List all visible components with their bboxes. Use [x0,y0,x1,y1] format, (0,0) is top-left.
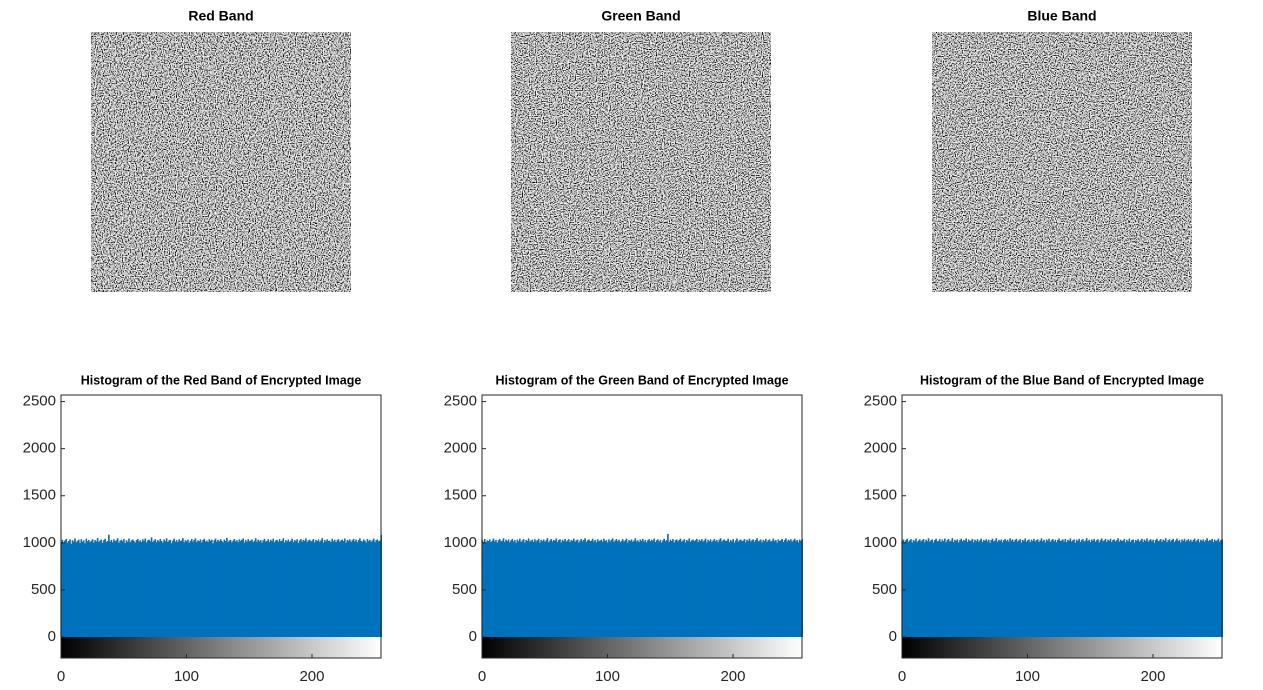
colorbar [482,637,802,658]
y-tick-label: 2000 [23,440,56,457]
image-title: Red Band [188,8,253,24]
noise-image [91,32,351,292]
y-tick-label: 1500 [864,487,897,504]
noise-image [511,32,771,292]
y-tick-label: 0 [889,628,897,645]
y-tick-label: 2500 [864,393,897,410]
x-tick-label: 0 [478,668,486,685]
bars [901,538,1223,637]
x-tick-label: 200 [720,668,745,685]
y-tick-label: 500 [872,581,897,598]
image-title: Blue Band [1027,8,1096,24]
x-tick-label: 100 [174,668,199,685]
x-tick-label: 100 [1015,668,1040,685]
bars [60,535,382,637]
y-tick-label: 2500 [444,393,477,410]
y-tick-label: 2500 [23,393,56,410]
y-tick-label: 0 [469,628,477,645]
y-tick-label: 1000 [864,534,897,551]
figure: Red Band Green Band Blue Band Histogram of … [0,0,1263,690]
chart-title: Histogram of the Red Band of Encrypted I… [81,373,362,387]
x-tick-label: 200 [1140,668,1165,685]
x-tick-label: 0 [898,668,906,685]
chart-title: Histogram of the Blue Band of Encrypted … [920,373,1204,387]
y-tick-label: 2000 [444,440,477,457]
x-tick-label: 200 [299,668,324,685]
y-tick-label: 500 [31,581,56,598]
x-tick-label: 100 [595,668,620,685]
bars [481,534,803,637]
y-tick-label: 2000 [864,440,897,457]
colorbar [902,637,1222,658]
y-tick-label: 1000 [444,534,477,551]
chart-title: Histogram of the Green Band of Encrypted… [495,373,788,387]
y-tick-label: 1500 [23,487,56,504]
y-tick-label: 1000 [23,534,56,551]
x-tick-label: 0 [57,668,65,685]
y-tick-label: 500 [452,581,477,598]
y-tick-label: 1500 [444,487,477,504]
image-title: Green Band [601,8,680,24]
colorbar [61,637,381,658]
y-tick-label: 0 [48,628,56,645]
noise-image [932,32,1192,292]
